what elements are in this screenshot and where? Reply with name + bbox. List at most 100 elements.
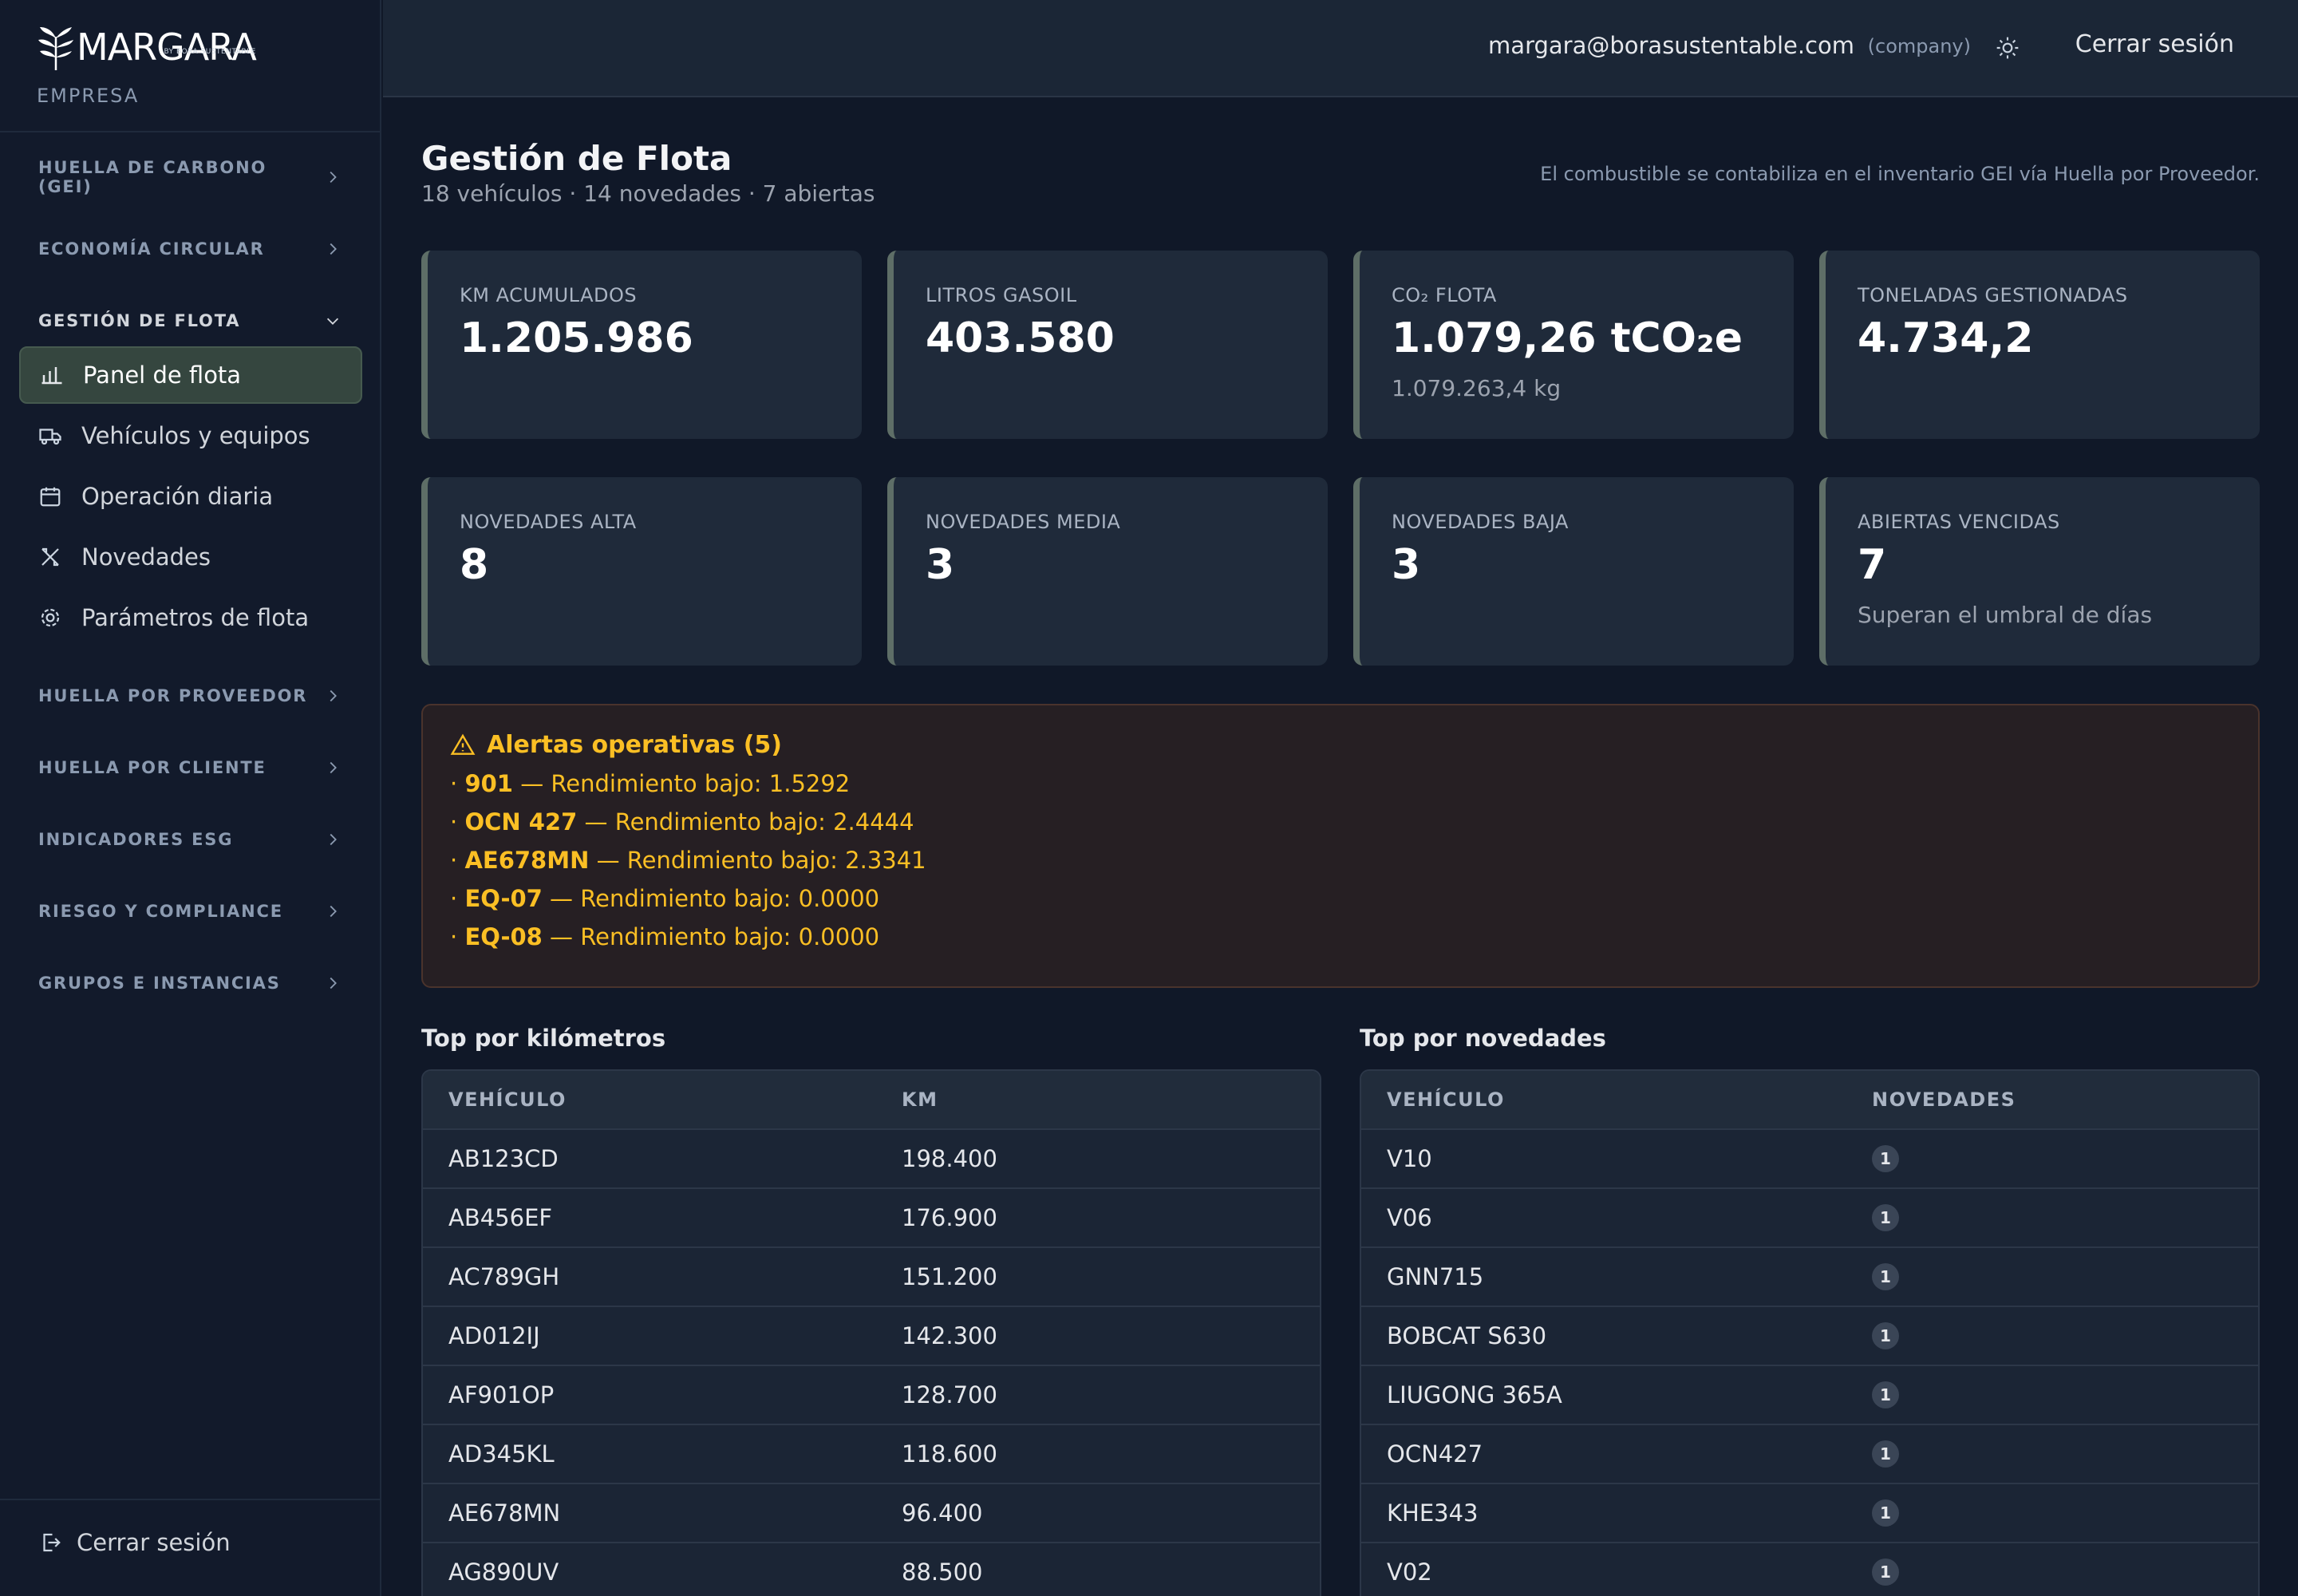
count-badge: 1 — [1872, 1558, 1899, 1586]
kpi-label: LITROS GASOIL — [926, 284, 1077, 306]
sidebar-section-gestion-flota[interactable]: GESTIÓN DE FLOTA — [38, 305, 342, 337]
sidebar-divider — [0, 131, 380, 132]
alert-item: · 901 — Rendimiento bajo: 1.5292 — [450, 770, 851, 797]
sidebar-item-label: Panel de flota — [83, 361, 242, 389]
kpi-value: 1.205.986 — [460, 314, 693, 362]
top-km-title: Top por kilómetros — [421, 1025, 666, 1052]
alerts-title: Alertas operativas (5) — [450, 731, 2231, 759]
table-row[interactable]: AD345KL 118.600 — [423, 1425, 1320, 1484]
sidebar-logout-button[interactable]: Cerrar sesión — [38, 1529, 231, 1556]
table-row[interactable]: AG890UV 88.500 — [423, 1543, 1320, 1596]
kpi-value: 4.734,2 — [1858, 314, 2034, 362]
sidebar-section-huella-cliente[interactable]: HUELLA POR CLIENTE — [38, 752, 342, 784]
alert-item: · OCN 427 — Rendimiento bajo: 2.4444 — [450, 808, 914, 836]
top-novedades-table: VEHÍCULO NOVEDADES V10 1 V06 1 GNN715 1 BOB… — [1360, 1069, 2260, 1596]
kpi-label: CO₂ FLOTA — [1392, 284, 1497, 306]
kpi-card-novedades-alta: NOVEDADES ALTA 8 — [421, 477, 862, 666]
count-badge: 1 — [1872, 1440, 1899, 1468]
sidebar-section-huella-carbono[interactable]: HUELLA DE CARBONO (GEI) — [38, 158, 342, 196]
chevron-right-icon — [330, 761, 337, 774]
sidebar-item-parametros[interactable]: Parámetros de flota — [19, 589, 362, 646]
kpi-card-km: KM ACUMULADOS 1.205.986 — [421, 251, 862, 439]
operational-alerts: Alertas operativas (5) · 901 — Rendimien… — [421, 704, 2260, 988]
page-subtitle: 18 vehículos · 14 novedades · 7 abiertas — [421, 180, 875, 207]
table-row[interactable]: GNN715 1 — [1361, 1248, 2258, 1307]
table-row[interactable]: OCN427 1 — [1361, 1425, 2258, 1484]
table-row[interactable]: AD012IJ 142.300 — [423, 1307, 1320, 1366]
kpi-value: 403.580 — [926, 314, 1115, 362]
kpi-card-novedades-media: NOVEDADES MEDIA 3 — [887, 477, 1328, 666]
warning-triangle-icon — [450, 733, 476, 755]
table-header: VEHÍCULO KM — [423, 1071, 1320, 1130]
topbar-logout-button[interactable]: Cerrar sesión — [2075, 30, 2234, 58]
table-row[interactable]: V06 1 — [1361, 1189, 2258, 1248]
table-row[interactable]: V10 1 — [1361, 1130, 2258, 1189]
kpi-value: 7 — [1858, 541, 1887, 589]
table-row[interactable]: AC789GH 151.200 — [423, 1248, 1320, 1307]
chevron-right-icon — [330, 905, 337, 918]
chevron-right-icon — [330, 689, 337, 702]
count-badge: 1 — [1872, 1381, 1899, 1408]
count-badge: 1 — [1872, 1263, 1899, 1290]
table-row[interactable]: LIUGONG 365A 1 — [1361, 1366, 2258, 1425]
kpi-value: 1.079,26 tCO₂e — [1392, 314, 1743, 362]
table-row[interactable]: V02 1 — [1361, 1543, 2258, 1596]
chevron-right-icon — [330, 172, 338, 183]
calendar-icon — [40, 487, 61, 507]
sidebar: MARGARA BY BORA SUSTENTABLE EMPRESA HUEL… — [0, 0, 381, 1596]
table-row[interactable]: AB456EF 176.900 — [423, 1189, 1320, 1248]
sidebar-item-panel-flota[interactable]: Panel de flota — [19, 346, 362, 404]
brand: MARGARA BY BORA SUSTENTABLE EMPRESA — [37, 22, 257, 107]
top-novedades-title: Top por novedades — [1360, 1025, 1606, 1052]
brand-tagline: BY BORA SUSTENTABLE — [164, 48, 256, 56]
gear-icon — [41, 608, 60, 627]
kpi-value: 3 — [926, 541, 955, 589]
alert-item: · AE678MN — Rendimiento bajo: 2.3341 — [450, 847, 926, 874]
sidebar-item-operacion-diaria[interactable]: Operación diaria — [19, 468, 362, 525]
sidebar-section-economia-circular[interactable]: ECONOMÍA CIRCULAR — [38, 233, 342, 265]
sidebar-section-grupos-instancias[interactable]: GRUPOS E INSTANCIAS — [38, 967, 342, 999]
kpi-label: NOVEDADES ALTA — [460, 511, 637, 533]
sidebar-item-novedades[interactable]: Novedades — [19, 528, 362, 586]
truck-icon — [39, 429, 61, 445]
kpi-value: 8 — [460, 541, 489, 589]
sidebar-item-label: Vehículos y equipos — [81, 422, 310, 449]
chevron-right-icon — [330, 243, 337, 255]
kpi-label: NOVEDADES BAJA — [1392, 511, 1569, 533]
kpi-label: NOVEDADES MEDIA — [926, 511, 1121, 533]
sidebar-item-label: Parámetros de flota — [81, 604, 310, 631]
table-row[interactable]: KHE343 1 — [1361, 1484, 2258, 1543]
table-row[interactable]: AE678MN 96.400 — [423, 1484, 1320, 1543]
kpi-card-co2: CO₂ FLOTA 1.079,26 tCO₂e 1.079.263,4 kg — [1353, 251, 1794, 439]
sidebar-divider — [0, 1499, 380, 1500]
count-badge: 1 — [1872, 1322, 1899, 1349]
kpi-card-toneladas: TONELADAS GESTIONADAS 4.734,2 — [1819, 251, 2260, 439]
table-row[interactable]: AB123CD 198.400 — [423, 1130, 1320, 1189]
kpi-sub: 1.079.263,4 kg — [1392, 375, 1562, 401]
page-title: Gestión de Flota — [421, 139, 732, 178]
table-row[interactable]: AF901OP 128.700 — [423, 1366, 1320, 1425]
table-row[interactable]: BOBCAT S630 1 — [1361, 1307, 2258, 1366]
sidebar-section-huella-proveedor[interactable]: HUELLA POR PROVEEDOR — [38, 680, 342, 712]
sidebar-item-vehiculos[interactable]: Vehículos y equipos — [19, 407, 362, 464]
count-badge: 1 — [1872, 1145, 1899, 1172]
sidebar-item-label: Novedades — [81, 543, 211, 571]
sidebar-section-indicadores-esg[interactable]: INDICADORES ESG — [38, 824, 342, 855]
logout-icon — [43, 1533, 61, 1552]
column-header-novedades: NOVEDADES — [1872, 1088, 2016, 1111]
page-note: El combustible se contabiliza en el inve… — [1540, 163, 2260, 185]
topbar: margara@borasustentable.com (company) Ce… — [383, 0, 2298, 97]
brand-role: EMPRESA — [37, 85, 140, 107]
top-km-table: VEHÍCULO KM AB123CD 198.400 AB456EF 176.90… — [421, 1069, 1321, 1596]
chevron-right-icon — [330, 833, 337, 846]
count-badge: 1 — [1872, 1499, 1899, 1527]
column-header-km: KM — [902, 1088, 938, 1111]
theme-toggle-sun-icon[interactable] — [1995, 35, 2020, 61]
count-badge: 1 — [1872, 1204, 1899, 1231]
kpi-label: ABIERTAS VENCIDAS — [1858, 511, 2060, 533]
alert-item: · EQ-07 — Rendimiento bajo: 0.0000 — [450, 885, 880, 912]
user-role: (company) — [1867, 35, 1971, 57]
kpi-card-abiertas-vencidas: ABIERTAS VENCIDAS 7 Superan el umbral de… — [1819, 477, 2260, 666]
sidebar-section-riesgo-compliance[interactable]: RIESGO Y COMPLIANCE — [38, 895, 342, 927]
kpi-card-litros: LITROS GASOIL 403.580 — [887, 251, 1328, 439]
